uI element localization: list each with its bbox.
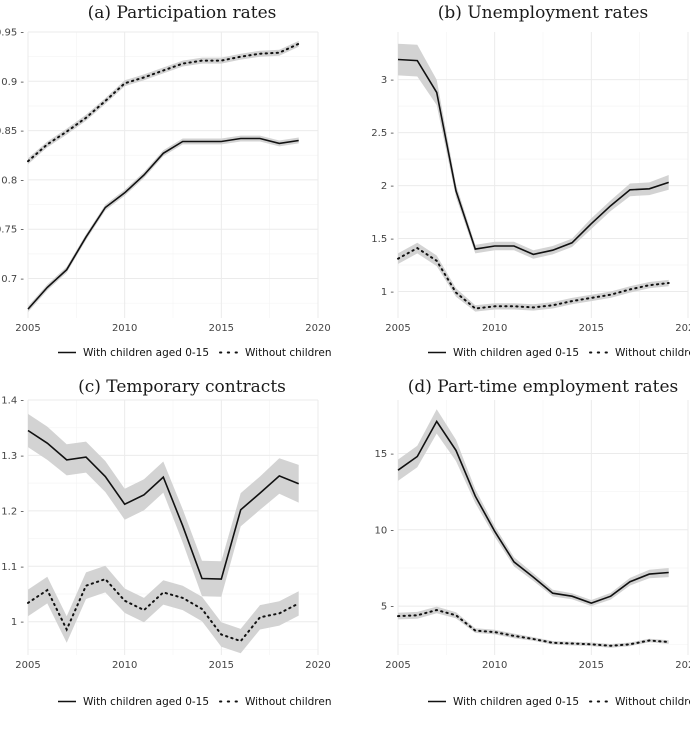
legend: With children aged 0-15 Without children: [58, 347, 332, 359]
legend-label: Without children: [615, 347, 690, 359]
y-tick-label: 2 -: [381, 181, 395, 192]
legend: With children aged 0-15 Without children: [428, 696, 690, 708]
y-tick-label: 1.2 -: [1, 506, 24, 517]
x-tick-label: 2005: [15, 660, 40, 671]
series-ribbon-with-children: [398, 43, 669, 259]
x-tick-label: 2020: [675, 660, 690, 671]
y-tick-label: 1 -: [11, 617, 25, 628]
x-tick-label: 2005: [15, 323, 40, 334]
x-tick-label: 2005: [385, 323, 410, 334]
x-tick-label: 2010: [482, 660, 507, 671]
y-tick-label: 0.8 -: [1, 175, 24, 186]
legend-label: With children aged 0-15: [83, 347, 209, 359]
panel-3: (c) Temporary contracts 2005 2010 2015 2020 1…: [1, 377, 331, 708]
x-tick-label: 2015: [209, 660, 234, 671]
legend-label: With children aged 0-15: [83, 696, 209, 708]
y-tick-label: 1.5 -: [371, 234, 394, 245]
y-tick-label: 1 -: [381, 287, 395, 298]
series-line-with-children: [397, 419, 669, 604]
series-ribbon-without-children: [398, 606, 669, 648]
series-line-without-children: [397, 246, 670, 310]
series-ribbon-without-children: [28, 565, 299, 654]
y-tick-label: 2.5 -: [371, 128, 394, 139]
legend-label: With children aged 0-15: [453, 696, 579, 708]
y-tick-label: 0.75 -: [0, 225, 24, 236]
y-tick-label: 0.95 -: [0, 28, 24, 39]
legend-label: Without children: [245, 347, 332, 359]
series-ribbon-with-children: [28, 135, 299, 313]
panel-title: (b) Unemployment rates: [438, 3, 648, 23]
series-ribbon-with-children: [28, 413, 299, 597]
y-tick-label: 0.7 -: [1, 274, 24, 285]
panel-title: (c) Temporary contracts: [78, 377, 286, 397]
x-tick-label: 2010: [482, 323, 507, 334]
series-line-with-children: [27, 429, 299, 580]
legend-label: Without children: [245, 696, 332, 708]
panel-title: (d) Part-time employment rates: [408, 377, 679, 397]
series-line-without-children: [397, 608, 670, 647]
panel-1: (a) Participation rates 2005 2010 2015 2020 0…: [0, 3, 332, 359]
y-tick-label: 1.4 -: [1, 396, 24, 407]
x-tick-label: 2020: [305, 660, 330, 671]
legend-label: With children aged 0-15: [453, 347, 579, 359]
series-ribbon-without-children: [28, 40, 299, 165]
y-tick-label: 0.85 -: [0, 126, 24, 137]
series-line-with-children: [397, 58, 669, 256]
legend: With children aged 0-15 Without children: [58, 696, 332, 708]
legend: With children aged 0-15 Without children: [428, 347, 690, 359]
x-tick-label: 2020: [675, 323, 690, 334]
y-tick-label: 1.1 -: [1, 562, 24, 573]
legend-label: Without children: [615, 696, 690, 708]
panel-4: (d) Part-time employment rates 2005 2010 20…: [374, 377, 690, 708]
y-tick-label: 3 -: [381, 75, 395, 86]
y-tick-label: 5 -: [381, 602, 395, 613]
x-tick-label: 2015: [209, 323, 234, 334]
x-tick-label: 2015: [579, 323, 604, 334]
x-tick-label: 2010: [112, 323, 137, 334]
series-line-without-children: [27, 577, 300, 643]
y-tick-label: 1.3 -: [1, 451, 24, 462]
x-tick-label: 2020: [305, 323, 330, 334]
x-tick-label: 2015: [579, 660, 604, 671]
series-line-with-children: [27, 137, 299, 310]
y-tick-label: 10 -: [374, 525, 394, 536]
y-tick-label: 15 -: [374, 449, 394, 460]
panel-title: (a) Participation rates: [88, 3, 277, 23]
y-tick-label: 0.9 -: [1, 77, 24, 88]
series-ribbon-without-children: [398, 242, 669, 312]
series-line-without-children: [27, 42, 300, 163]
x-tick-label: 2005: [385, 660, 410, 671]
x-tick-label: 2010: [112, 660, 137, 671]
panel-2: (b) Unemployment rates 2005 2010 2015 2020 1 …: [371, 3, 690, 359]
